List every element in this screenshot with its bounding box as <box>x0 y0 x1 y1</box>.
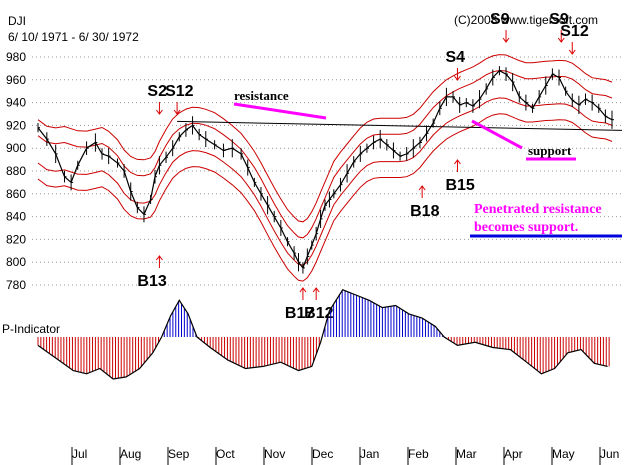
support-pen-arrow <box>471 119 523 150</box>
x-month-label: Mar <box>456 447 477 461</box>
resistance-group <box>177 102 623 161</box>
signal-label: B13 <box>137 273 166 290</box>
signal-arrowhead <box>557 37 565 43</box>
x-month-label: Jan <box>360 447 379 461</box>
lower-band-outer <box>37 113 613 282</box>
x-month-label: Jun <box>600 447 619 461</box>
y-tick-label: 900 <box>6 141 26 155</box>
x-month-label: May <box>552 447 575 461</box>
resistance-line <box>177 120 623 131</box>
signal-label: S12 <box>560 23 589 40</box>
grid <box>32 56 624 286</box>
signal-arrowhead <box>454 75 461 81</box>
signal-label: B15 <box>445 177 474 194</box>
note-penetrated: Penetrated resistance <box>474 202 602 217</box>
price-line <box>37 69 613 270</box>
y-tick-label: 860 <box>6 187 26 201</box>
signal-arrowhead <box>156 109 163 115</box>
x-month-label: Apr <box>504 447 523 461</box>
signal-label: B12 <box>304 305 333 322</box>
chart-date-range: 6/ 10/ 1971 - 6/ 30/ 1972 <box>8 30 139 44</box>
signal-arrowhead <box>173 109 181 115</box>
x-month-label: Oct <box>216 447 235 461</box>
x-month-label: Sep <box>168 447 190 461</box>
indicator-label: P-Indicator <box>2 322 60 336</box>
upper-band-outer <box>37 54 613 223</box>
x-month-label: Nov <box>264 447 285 461</box>
signal-arrowhead <box>454 159 461 165</box>
signal-label: B18 <box>410 203 439 220</box>
y-tick-label: 780 <box>6 278 26 292</box>
support-label: support <box>528 143 572 158</box>
signal-label: S9 <box>490 11 510 28</box>
signal-arrowhead <box>418 185 426 191</box>
x-axis: Jul Aug Sep Oct Nov Dec Jan Feb Mar Apr May Jun <box>71 447 619 465</box>
chart-symbol: DJI <box>8 14 26 28</box>
signal-arrowhead <box>568 49 576 55</box>
y-tick-label: 960 <box>6 73 26 87</box>
indicator-line <box>37 289 608 380</box>
x-month-label: Aug <box>120 447 141 461</box>
y-tick-label: 920 <box>6 118 26 132</box>
resistance-pen-mark <box>233 102 327 120</box>
signal-label: S2 <box>147 83 167 100</box>
price-series <box>37 66 614 274</box>
signal-label: B17 <box>285 305 314 322</box>
p-indicator-plot <box>37 289 610 380</box>
resistance-label: resistance <box>234 88 289 103</box>
y-tick-label: 800 <box>6 255 26 269</box>
signal-label: S9 <box>549 11 569 28</box>
y-tick-label: 880 <box>6 164 26 178</box>
signal-label: S12 <box>165 83 194 100</box>
upper-band-inner <box>37 69 613 239</box>
y-axis-ticks: 780 800 820 840 860 880 900 920 940 960 980 <box>6 50 26 292</box>
copyright: (C)2008 www.tigersoft.com <box>454 13 598 27</box>
note-becomes-support: becomes support. <box>474 220 578 235</box>
x-month-label: Jul <box>72 447 87 461</box>
signal-arrowhead <box>312 287 320 293</box>
signal-label: S4 <box>445 49 465 66</box>
x-month-label: Dec <box>312 447 333 461</box>
signal-arrowhead <box>299 287 307 293</box>
y-tick-label: 820 <box>6 232 26 246</box>
y-tick-label: 980 <box>6 50 26 64</box>
y-tick-label: 840 <box>6 210 26 224</box>
lower-band-inner <box>37 97 613 266</box>
signal-arrowhead <box>156 255 163 261</box>
signal-arrowhead <box>502 37 510 43</box>
x-month-label: Feb <box>408 447 429 461</box>
envelope-bands <box>37 54 613 282</box>
y-tick-label: 940 <box>6 96 26 110</box>
